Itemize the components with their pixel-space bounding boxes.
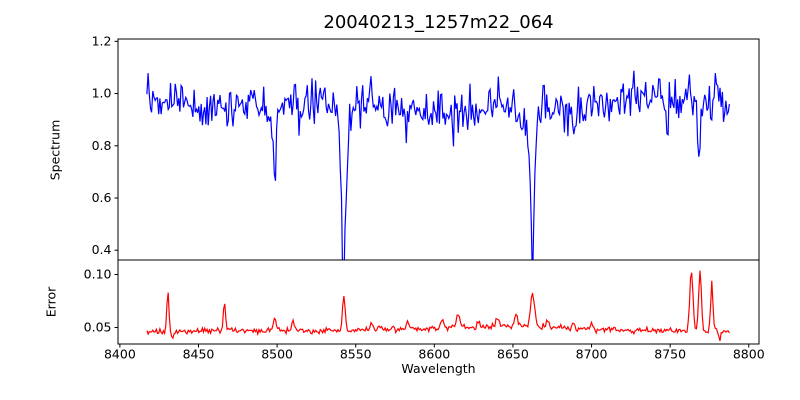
x-tick-label: 8550 <box>340 347 372 362</box>
spectrum-y-tick-label: 1.0 <box>92 86 112 101</box>
x-tick-label: 8400 <box>104 347 136 362</box>
x-tick-label: 8800 <box>733 347 765 362</box>
spectrum-y-tick-label: 0.8 <box>92 138 112 153</box>
x-tick-label: 8500 <box>261 347 293 362</box>
error-y-axis-label: Error <box>43 286 59 318</box>
error-axes-frame <box>117 259 760 345</box>
x-tick-label: 8600 <box>418 347 450 362</box>
x-axis-label: Wavelength <box>401 361 476 376</box>
x-tick-label: 8450 <box>183 347 215 362</box>
x-tick-label: 8650 <box>497 347 529 362</box>
plot-title: 20040213_1257m22_064 <box>323 12 554 33</box>
spectrum-y-tick-label: 0.4 <box>92 242 112 257</box>
spectrum-y-tick-label: 0.6 <box>92 190 112 205</box>
spectrum-line <box>146 70 730 260</box>
spectrum-axes-frame <box>117 38 760 261</box>
x-tick-label: 8750 <box>654 347 686 362</box>
error-line <box>146 270 730 342</box>
x-tick-label: 8700 <box>576 347 608 362</box>
spectrum-y-tick-label: 1.2 <box>92 33 112 48</box>
spectrum-y-axis-label: Spectrum <box>47 119 63 181</box>
error-y-tick-label: 0.05 <box>84 319 112 334</box>
error-y-tick-label: 0.10 <box>84 267 112 282</box>
